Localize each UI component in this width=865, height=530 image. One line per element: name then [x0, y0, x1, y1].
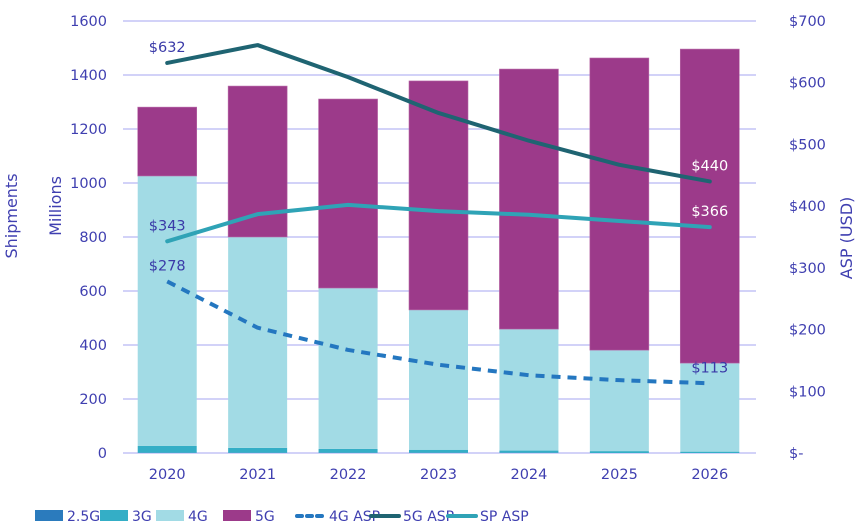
right-axis-ticks: $- $100 $200 $300 $400 $500 $600 $700	[789, 14, 826, 462]
legend-swatch	[223, 510, 251, 521]
legend-label: 2.5G	[67, 509, 100, 525]
bar-segment-3g	[318, 448, 378, 453]
data-label: $366	[691, 204, 728, 220]
bar-segment-4g	[409, 309, 468, 450]
bar-segment-4g	[680, 363, 740, 452]
bar-segment-5g	[408, 80, 469, 311]
lines	[165, 43, 712, 386]
bars	[137, 48, 740, 453]
x-axis-ticks: 2020 2021 2022 2023 2024 2025 2026	[149, 467, 728, 483]
legend-label: SP ASP	[480, 509, 529, 525]
left-tick-label: 1400	[70, 68, 107, 84]
left-tick-label: 0	[98, 446, 107, 462]
x-tick-label: 2023	[420, 467, 457, 483]
bar-segment-5g	[137, 106, 198, 177]
right-tick-label: $600	[789, 76, 826, 92]
legend-label: 4G	[188, 509, 208, 525]
legend-item-5g-asp: 5G ASP	[369, 509, 454, 525]
legend-label: 5G ASP	[403, 509, 454, 525]
right-tick-label: $200	[789, 323, 826, 339]
legend: 2.5G 3G 4G 5G 4G ASP 5G ASP SP ASP	[35, 509, 529, 525]
x-tick-label: 2022	[330, 467, 367, 483]
left-axis-ticks: 0 200 400 600 800 1000 1200 1400 1600	[70, 14, 107, 462]
left-tick-label: 200	[79, 392, 107, 408]
bar-segment-5g	[499, 68, 559, 330]
bar-segment-5g	[318, 98, 378, 289]
data-label: $278	[149, 258, 186, 274]
x-tick-label: 2024	[510, 467, 547, 483]
right-tick-label: $400	[789, 199, 826, 215]
legend-item-2-5g: 2.5G	[35, 509, 100, 525]
bar-segment-3g	[680, 451, 740, 453]
bar-segment-4g	[228, 237, 288, 448]
right-tick-label: $300	[789, 261, 826, 277]
right-tick-label: $-	[789, 446, 803, 462]
legend-item-3g: 3G	[100, 509, 152, 525]
x-tick-label: 2021	[239, 467, 276, 483]
bar-segment-3g	[409, 449, 468, 453]
legend-item-5g: 5G	[223, 509, 275, 525]
legend-label: 3G	[132, 509, 152, 525]
x-tick-label: 2025	[601, 467, 638, 483]
left-tick-label: 600	[79, 284, 107, 300]
legend-item-sp-asp: SP ASP	[446, 509, 529, 525]
bar-segment-3g	[137, 445, 197, 453]
line-data-labels: $278 $113 $632 $440 $343 $366	[149, 40, 728, 376]
legend-item-4g: 4G	[156, 509, 208, 525]
data-label: $113	[691, 360, 728, 376]
data-label: $632	[149, 40, 186, 56]
left-tick-label: 1000	[70, 176, 107, 192]
x-tick-label: 2020	[149, 467, 186, 483]
bar-segment-4g	[137, 175, 197, 446]
bar-segment-5g	[589, 57, 650, 351]
legend-swatch	[35, 510, 63, 521]
left-tick-label: 1200	[70, 122, 107, 138]
left-axis-title-millions: Millions	[46, 176, 65, 236]
right-axis-title: ASP (USD)	[837, 197, 856, 280]
legend-swatch	[100, 510, 128, 521]
right-tick-label: $700	[789, 14, 826, 30]
right-tick-label: $500	[789, 137, 826, 153]
legend-item-4g-asp: 4G ASP	[295, 509, 380, 525]
left-tick-label: 800	[79, 230, 107, 246]
bar-segment-4g	[589, 350, 649, 452]
bar-segment-3g	[499, 450, 559, 453]
bar-segment-3g	[228, 447, 288, 453]
left-axis-title-shipments: Shipments	[2, 173, 21, 258]
data-label: $440	[691, 158, 728, 174]
bar-segment-4g	[499, 329, 559, 451]
bar-segment-4g	[318, 288, 378, 449]
right-tick-label: $100	[789, 384, 826, 400]
x-tick-label: 2026	[691, 467, 728, 483]
bar-segment-5g	[679, 48, 740, 364]
legend-swatch	[156, 510, 184, 521]
left-tick-label: 1600	[70, 14, 107, 30]
legend-label: 5G	[255, 509, 275, 525]
legend-label: 4G ASP	[329, 509, 380, 525]
left-tick-label: 400	[79, 338, 107, 354]
data-label: $343	[149, 218, 186, 234]
bar-segment-3g	[589, 451, 649, 453]
